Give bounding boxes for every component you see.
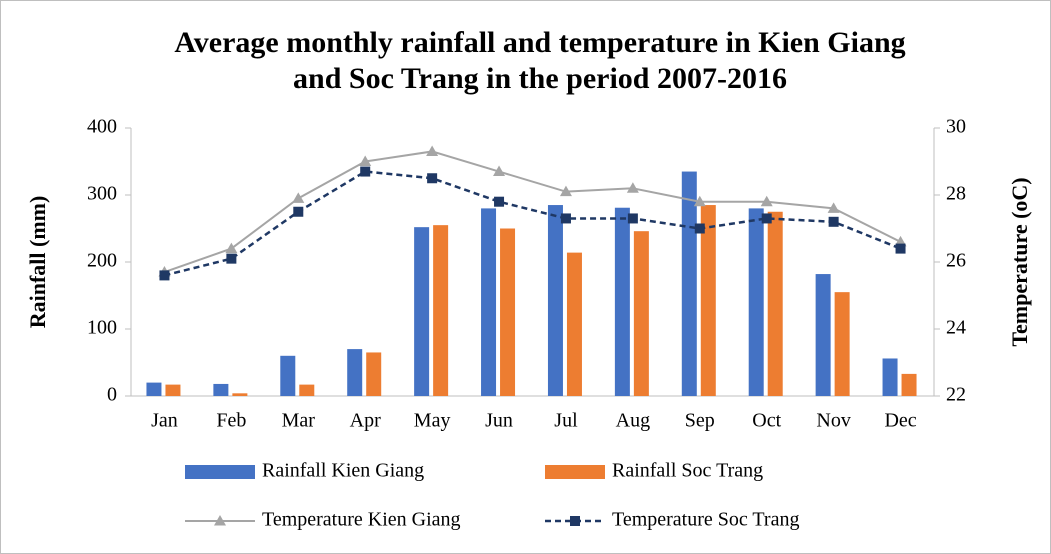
point bbox=[225, 242, 238, 254]
y-tick-label: 300 bbox=[87, 183, 117, 205]
point bbox=[293, 206, 304, 217]
bar bbox=[347, 349, 363, 396]
bar bbox=[500, 228, 516, 396]
point bbox=[559, 185, 572, 197]
chart-title: and Soc Trang in the period 2007-2016 bbox=[293, 62, 787, 95]
x-tick-label: Jun bbox=[485, 410, 513, 432]
x-tick-label: Mar bbox=[282, 410, 316, 432]
x-tick-label: Nov bbox=[816, 410, 850, 432]
x-tick-label: Oct bbox=[752, 410, 781, 432]
x-tick-label: Apr bbox=[350, 410, 381, 432]
bar bbox=[700, 205, 716, 396]
bar bbox=[834, 292, 850, 396]
y2-tick-label: 26 bbox=[946, 250, 966, 272]
line bbox=[164, 170, 902, 277]
legend-swatch bbox=[545, 465, 605, 479]
bar bbox=[433, 225, 449, 396]
bar bbox=[146, 382, 162, 396]
bar bbox=[767, 211, 783, 396]
y2-tick-label: 28 bbox=[946, 183, 966, 205]
point bbox=[627, 213, 638, 224]
point bbox=[226, 253, 237, 264]
bar bbox=[366, 352, 382, 396]
legend-label: Temperature Soc Trang bbox=[612, 509, 799, 531]
y-tick-label: 200 bbox=[87, 250, 117, 272]
chart-title: Average monthly rainfall and temperature… bbox=[174, 26, 905, 59]
x-tick-label: Sep bbox=[685, 410, 715, 432]
bar bbox=[614, 207, 630, 396]
bar bbox=[299, 384, 315, 396]
point bbox=[760, 195, 773, 207]
bar bbox=[882, 358, 898, 396]
line bbox=[164, 150, 901, 273]
legend-label: Rainfall Soc Trang bbox=[612, 460, 763, 482]
point bbox=[560, 213, 571, 224]
bar bbox=[213, 383, 229, 396]
point bbox=[626, 182, 639, 193]
y2-tick-label: 24 bbox=[946, 317, 966, 339]
point bbox=[292, 192, 305, 203]
point bbox=[761, 213, 772, 224]
x-tick-label: Feb bbox=[216, 410, 246, 432]
point bbox=[895, 243, 906, 254]
y2-tick-label: 22 bbox=[946, 384, 966, 406]
y2-axis-title: Temperature (oC) bbox=[1007, 177, 1032, 346]
x-tick-label: Jul bbox=[554, 410, 578, 432]
bar bbox=[165, 384, 181, 396]
x-tick-label: Jan bbox=[151, 410, 178, 432]
x-tick-label: May bbox=[414, 410, 451, 432]
bar bbox=[566, 252, 582, 396]
point bbox=[827, 202, 840, 213]
point bbox=[359, 155, 372, 166]
legend-label: Temperature Kien Giang bbox=[262, 509, 461, 531]
x-tick-label: Dec bbox=[884, 410, 916, 432]
bar bbox=[414, 227, 430, 396]
bar bbox=[547, 205, 563, 396]
y-tick-label: 100 bbox=[87, 317, 117, 339]
point bbox=[426, 145, 439, 156]
x-tick-label: Aug bbox=[616, 410, 650, 432]
y-tick-label: 0 bbox=[107, 384, 117, 406]
bar bbox=[633, 231, 649, 396]
point bbox=[693, 195, 706, 207]
y-tick-label: 400 bbox=[87, 116, 117, 138]
point bbox=[828, 216, 839, 227]
point bbox=[159, 270, 170, 281]
bar bbox=[748, 208, 764, 396]
point bbox=[427, 173, 438, 184]
bar bbox=[280, 355, 296, 396]
y-axis-title: Rainfall (mm) bbox=[25, 196, 50, 329]
legend-marker bbox=[570, 516, 580, 526]
legend-marker bbox=[214, 515, 226, 526]
point bbox=[493, 165, 506, 177]
legend-swatch bbox=[185, 465, 255, 479]
point bbox=[694, 223, 705, 234]
point bbox=[494, 196, 505, 207]
point bbox=[360, 166, 371, 177]
y2-tick-label: 30 bbox=[946, 116, 966, 138]
bar bbox=[901, 373, 917, 396]
bar bbox=[815, 274, 831, 396]
legend-label: Rainfall Kien Giang bbox=[262, 460, 424, 482]
bar bbox=[481, 208, 497, 396]
bar bbox=[232, 393, 248, 396]
